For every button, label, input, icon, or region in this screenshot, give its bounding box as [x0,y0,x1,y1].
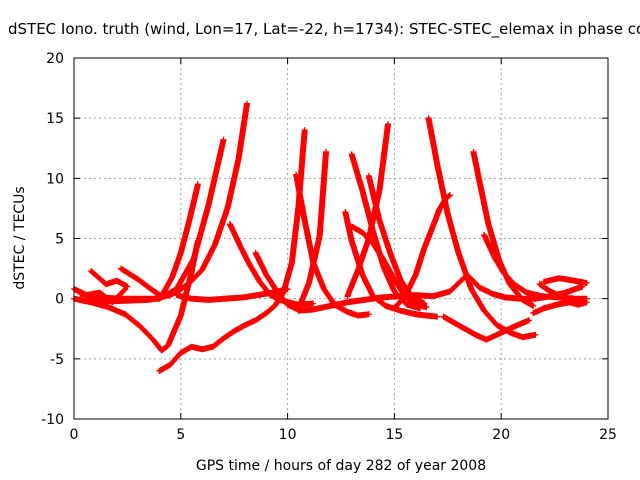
tick-labels: 0 5 10 15 20 25 -10 -5 0 5 10 15 20 [41,51,617,443]
x-axis-label: GPS time / hours of day 282 of year 2008 [195,458,487,474]
x-tick-label: 5 [176,427,185,443]
data-series [81,100,250,305]
data-point-marks [530,296,586,317]
data-point-marks [295,274,468,314]
data-point-marks [81,100,250,305]
data-series [118,181,201,300]
data-series [440,313,532,343]
data-point-marks [118,181,201,300]
x-tick-label: 25 [599,427,617,443]
data-point-marks [440,313,532,343]
data-points [71,100,590,374]
data-series [252,148,329,313]
grid-lines [74,58,608,419]
data-series [173,286,291,303]
y-tick-label: 0 [55,292,64,308]
y-tick-label: 20 [46,51,64,67]
chart-title: dSTEC Iono. truth (wind, Lon=17, Lat=-22… [8,20,640,38]
y-axis-label: dSTEC / TECUs [12,186,28,290]
data-series [295,274,468,314]
data-point-marks [425,115,539,341]
data-series [88,268,131,290]
data-series [425,115,539,341]
y-tick-label: 15 [46,111,64,127]
data-series [540,275,590,286]
x-tick-label: 0 [70,427,79,443]
data-point-marks [88,268,131,290]
y-tick-label: -5 [50,352,64,368]
x-tick-label: 15 [385,427,403,443]
data-point-marks [252,148,329,313]
y-tick-label: -10 [41,412,64,428]
x-tick-label: 10 [279,427,297,443]
y-tick-label: 5 [55,232,64,248]
plot-frame [73,57,609,420]
x-tick-label: 20 [492,427,510,443]
y-tick-label: 10 [46,171,64,187]
data-point-marks [173,286,291,303]
data-series [530,296,586,317]
data-point-marks [540,275,590,286]
